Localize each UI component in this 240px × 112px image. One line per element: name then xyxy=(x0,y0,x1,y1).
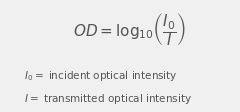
Text: $\mathit{OD} = \log_{10}\!\left(\dfrac{I_0}{I}\right)$: $\mathit{OD} = \log_{10}\!\left(\dfrac{I… xyxy=(73,11,186,47)
Text: $\mathit{I}_0 = $ incident optical intensity: $\mathit{I}_0 = $ incident optical inten… xyxy=(24,68,178,82)
Text: $\mathit{I} = $ transmitted optical intensity: $\mathit{I} = $ transmitted optical inte… xyxy=(24,92,192,106)
